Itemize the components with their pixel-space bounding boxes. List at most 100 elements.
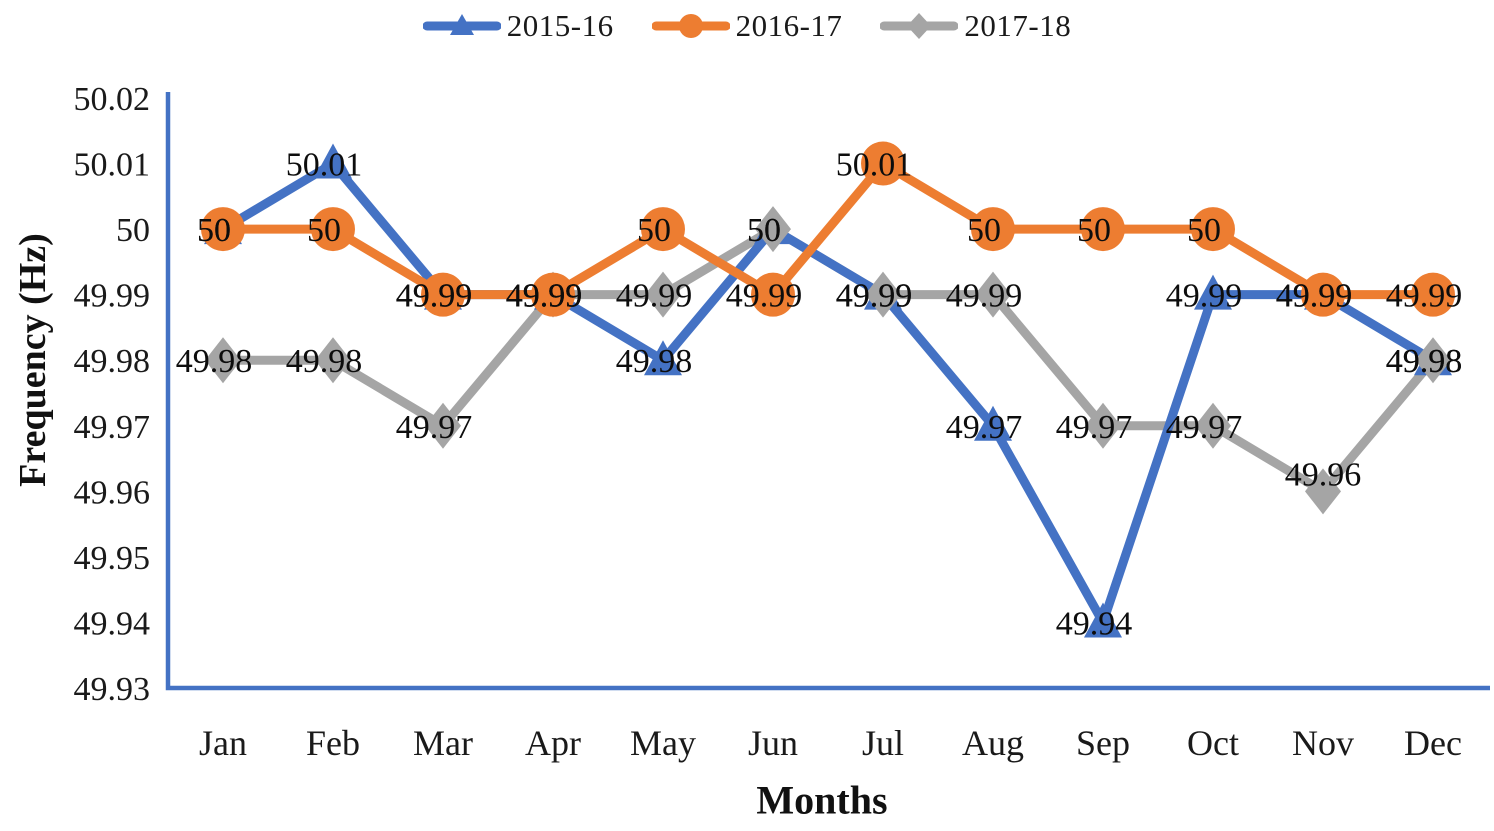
marker-circle-2016-17-Dec — [1411, 272, 1455, 317]
series-line-2016-17 — [218, 159, 1438, 300]
data-label-2016-17-Jan: 50 — [197, 212, 231, 249]
marker-circle-2016-17-Feb — [311, 207, 355, 252]
data-label-2015-16-May: 49.98 — [616, 343, 693, 380]
y-tick-label: 49.99 — [74, 278, 151, 315]
data-label-2017-18-Jun: 50 — [747, 212, 781, 249]
legend-label-2017-18: 2017-18 — [964, 8, 1072, 43]
marker-diamond-2017-18-Nov — [1305, 468, 1341, 515]
data-label-2017-18-Feb: 49.98 — [286, 343, 363, 380]
legend-item-2015-16: 2015-16 — [422, 8, 614, 44]
series-line-2015-16 — [218, 159, 1438, 627]
marker-circle-2016-17-Jul — [861, 141, 905, 186]
y-tick-label: 49.96 — [74, 474, 151, 511]
x-tick-label: Oct — [1187, 723, 1239, 763]
legend-label-2015-16: 2015-16 — [506, 8, 614, 43]
data-label-2017-18-Jan: 49.98 — [176, 343, 253, 380]
data-label-2015-16-Jun: 50 — [747, 212, 781, 249]
data-label-2015-16-Aug: 49.97 — [946, 409, 1023, 446]
legend-triangle-marker-icon — [422, 14, 501, 35]
data-label-2017-18-Dec: 49.98 — [1386, 343, 1463, 380]
data-label-2016-17-Mar: 49.99 — [396, 278, 473, 315]
data-label-2016-17-May: 50 — [637, 212, 671, 249]
marker-circle-2016-17-Aug — [971, 207, 1015, 252]
marker-triangle-2015-16-May — [644, 340, 682, 376]
x-tick-label: Mar — [413, 723, 473, 763]
legend-item-2016-17: 2016-17 — [651, 8, 843, 44]
x-tick-label: Aug — [962, 723, 1024, 763]
marker-circle-2016-17-Sep — [1081, 207, 1125, 252]
marker-diamond-2017-18-Aug — [975, 271, 1011, 318]
data-label-2016-17-Apr: 49.99 — [506, 278, 583, 315]
data-label-2015-16-Feb: 50.01 — [286, 147, 363, 184]
data-label-2016-17-Feb: 50 — [307, 212, 341, 249]
data-label-2017-18-Oct: 49.97 — [1166, 409, 1243, 446]
data-label-2017-18-Sep: 49.97 — [1056, 409, 1133, 446]
marker-diamond-2017-18-Jan — [205, 337, 241, 384]
x-tick-label: Jul — [862, 723, 904, 763]
legend-circle-marker-icon — [651, 14, 730, 38]
x-tick-label: Dec — [1404, 723, 1462, 763]
chart-legend: 2015-16 2016-17 2017-18 — [0, 2, 1494, 50]
marker-circle-2016-17-Oct — [1191, 207, 1235, 252]
marker-circle-2016-17-Jun — [751, 272, 795, 317]
data-label-2016-17-Dec: 49.99 — [1386, 278, 1463, 315]
data-label-2017-18-Mar: 49.97 — [396, 409, 473, 446]
data-label-2017-18-Jul: 49.99 — [836, 278, 913, 315]
marker-diamond-2017-18-Jul — [865, 271, 901, 318]
marker-diamond-2017-18-May — [645, 271, 681, 318]
data-label-2015-16-Sep: 49.94 — [1056, 605, 1133, 642]
y-tick-label: 49.95 — [74, 540, 151, 577]
data-label-2016-17-Aug: 50 — [967, 212, 1001, 249]
data-label-2015-16-Apr: 49.99 — [506, 278, 583, 315]
marker-triangle-2015-16-Aug — [974, 405, 1012, 441]
data-label-2016-17-Jul: 50.01 — [836, 147, 913, 184]
legend-item-2017-18: 2017-18 — [880, 8, 1071, 44]
data-label-2016-17-Jun: 49.99 — [726, 278, 803, 315]
marker-circle-2016-17-Mar — [421, 272, 465, 317]
y-tick-label: 49.97 — [74, 409, 151, 446]
marker-triangle-2015-16-Sep — [1084, 602, 1122, 638]
legend-label-2016-17: 2016-17 — [735, 8, 843, 43]
marker-diamond-2017-18-Feb — [315, 337, 351, 384]
x-tick-label: Apr — [525, 723, 581, 763]
marker-diamond-2017-18-Mar — [425, 402, 461, 449]
data-label-2016-17-Nov: 49.99 — [1276, 278, 1353, 315]
marker-diamond-2017-18-Oct — [1195, 402, 1231, 449]
x-tick-label: Jan — [199, 723, 247, 763]
legend-diamond-marker-icon — [880, 13, 959, 39]
data-label-2015-16-Oct: 49.99 — [1166, 278, 1243, 315]
x-tick-label: Sep — [1076, 723, 1130, 763]
data-label-2016-17-Sep: 50 — [1077, 212, 1111, 249]
data-label-2015-16-Jul: 49.99 — [836, 278, 913, 315]
marker-circle-2016-17-Apr — [531, 272, 575, 317]
y-tick-label: 50.01 — [74, 147, 151, 184]
data-label-2015-16-Mar: 49.99 — [396, 278, 473, 315]
data-label-2015-16-Nov: 49.99 — [1276, 278, 1353, 315]
y-tick-label: 50 — [116, 212, 150, 249]
marker-triangle-2015-16-Feb — [314, 143, 352, 179]
x-tick-label: Nov — [1292, 723, 1354, 763]
marker-diamond-2017-18-Jun — [755, 206, 791, 253]
data-label-2015-16-Jan: 50 — [197, 212, 231, 249]
marker-diamond-2017-18-Dec — [1415, 337, 1451, 384]
data-label-2017-18-Nov: 49.96 — [1285, 456, 1362, 493]
marker-circle-2016-17-Nov — [1301, 272, 1345, 317]
y-tick-label: 49.93 — [74, 671, 151, 708]
marker-triangle-2015-16-Oct — [1194, 274, 1232, 310]
marker-diamond-2017-18-Sep — [1085, 402, 1121, 449]
x-axis-title: Months — [756, 777, 888, 823]
data-label-2016-17-Oct: 50 — [1187, 212, 1221, 249]
data-label-2017-18-Apr: 49.99 — [506, 278, 583, 315]
data-label-2017-18-Aug: 49.99 — [946, 278, 1023, 315]
y-tick-label: 49.94 — [74, 605, 151, 642]
axis-lines — [165, 92, 1490, 691]
data-label-2017-18-May: 49.99 — [616, 278, 693, 315]
x-tick-label: Jun — [748, 723, 798, 763]
data-label-2015-16-Dec: 49.98 — [1386, 343, 1463, 380]
y-tick-label: 50.02 — [74, 81, 151, 118]
x-tick-label: Feb — [306, 723, 360, 763]
marker-circle-2016-17-Jan — [201, 207, 245, 252]
x-tick-label: May — [630, 723, 696, 763]
